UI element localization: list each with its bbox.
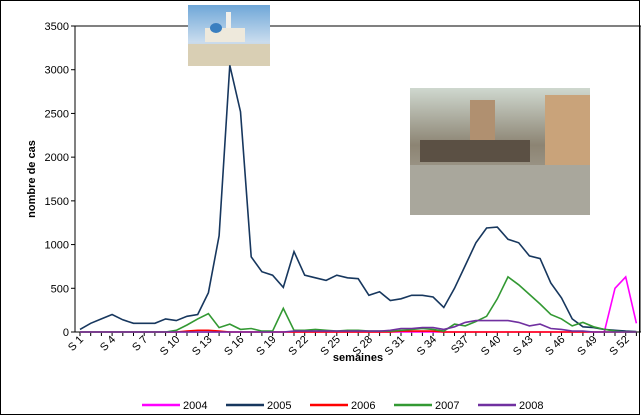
legend-label: 2005	[267, 400, 291, 412]
photo-flood	[410, 88, 590, 215]
legend-label: 2007	[435, 400, 459, 412]
y-tick-label: 2500	[45, 108, 69, 120]
y-axis-title: nombre de cas	[26, 140, 38, 218]
y-tick-label: 1000	[45, 240, 69, 252]
y-tick-label: 3500	[45, 21, 69, 33]
series-line	[79, 65, 637, 333]
legend-label: 2004	[183, 400, 207, 412]
x-axis-title: semaines	[333, 352, 383, 364]
series-line	[80, 275, 637, 333]
series-line	[80, 319, 637, 333]
y-tick-label: 1500	[45, 196, 69, 208]
y-tick-label: 500	[51, 283, 69, 295]
legend: 2004 2005 2006 2007 2008	[142, 400, 543, 412]
y-tick-label: 2000	[45, 152, 69, 164]
photo-mosque	[188, 5, 270, 66]
y-tick-label: 0	[63, 327, 69, 339]
y-tick-label: 3000	[45, 65, 69, 77]
legend-label: 2006	[351, 400, 375, 412]
legend-label: 2008	[519, 400, 543, 412]
